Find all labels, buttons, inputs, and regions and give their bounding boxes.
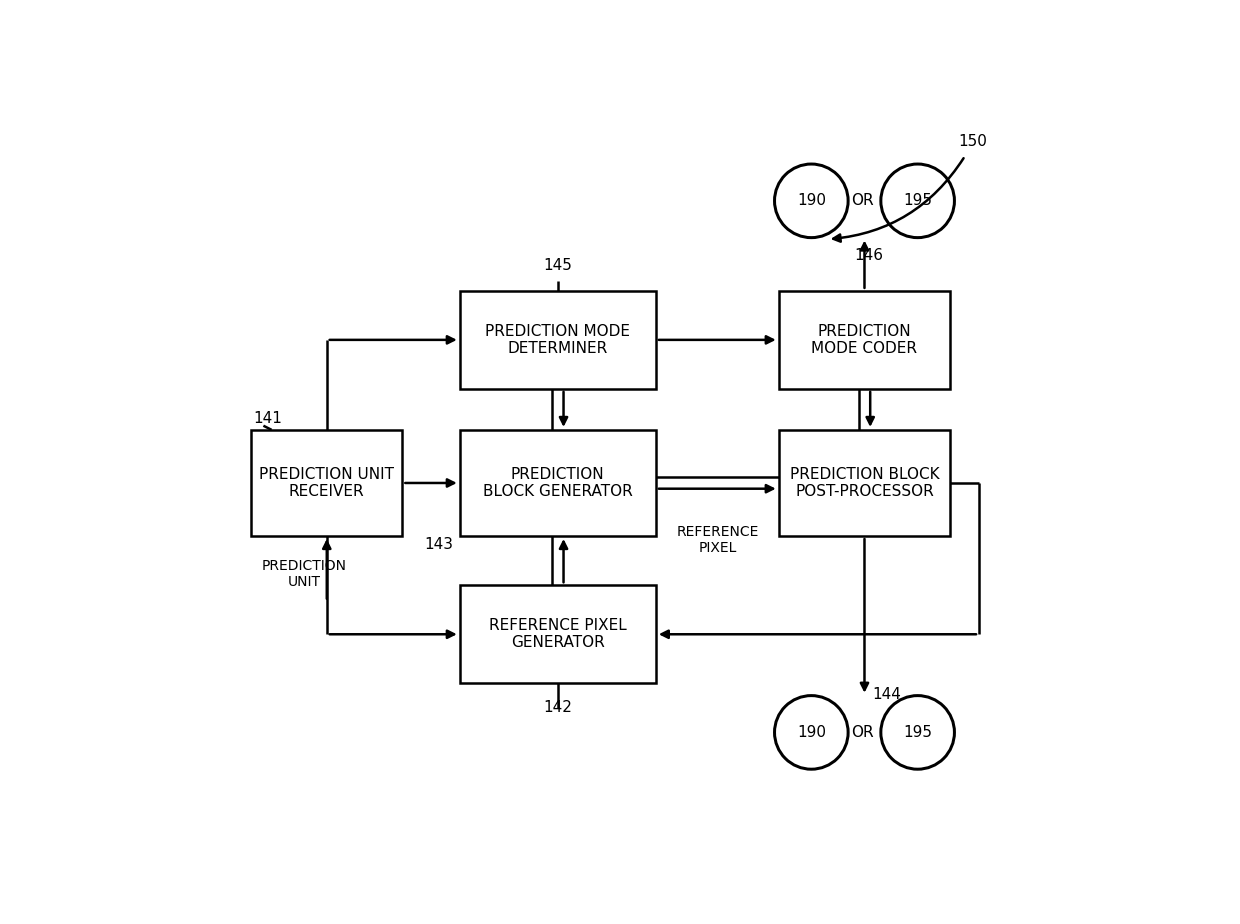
Text: 190: 190 bbox=[797, 193, 826, 208]
Bar bbox=[252, 430, 403, 536]
Bar bbox=[779, 430, 950, 536]
Text: OR: OR bbox=[851, 193, 873, 208]
Text: 150: 150 bbox=[959, 134, 987, 149]
Text: PREDICTION
UNIT: PREDICTION UNIT bbox=[262, 559, 347, 590]
Text: 195: 195 bbox=[903, 725, 932, 740]
Text: REFERENCE PIXEL
GENERATOR: REFERENCE PIXEL GENERATOR bbox=[489, 618, 626, 650]
Text: 142: 142 bbox=[543, 699, 572, 714]
Text: PREDICTION
BLOCK GENERATOR: PREDICTION BLOCK GENERATOR bbox=[482, 467, 632, 499]
Bar bbox=[460, 291, 656, 389]
Bar bbox=[460, 430, 656, 536]
Text: 145: 145 bbox=[543, 258, 572, 273]
Text: 190: 190 bbox=[797, 725, 826, 740]
Text: PREDICTION UNIT
RECEIVER: PREDICTION UNIT RECEIVER bbox=[259, 467, 394, 499]
Text: 146: 146 bbox=[854, 249, 883, 263]
Circle shape bbox=[880, 164, 955, 237]
Circle shape bbox=[775, 164, 848, 237]
Text: OR: OR bbox=[851, 725, 873, 740]
Text: REFERENCE
PIXEL: REFERENCE PIXEL bbox=[676, 525, 759, 555]
Circle shape bbox=[775, 696, 848, 769]
Text: 141: 141 bbox=[254, 411, 283, 426]
Text: PREDICTION BLOCK
POST-PROCESSOR: PREDICTION BLOCK POST-PROCESSOR bbox=[790, 467, 939, 499]
Text: 144: 144 bbox=[873, 687, 901, 702]
Text: 143: 143 bbox=[424, 537, 453, 552]
Bar bbox=[460, 585, 656, 684]
Bar bbox=[779, 291, 950, 389]
Text: PREDICTION MODE
DETERMINER: PREDICTION MODE DETERMINER bbox=[485, 323, 630, 356]
Text: 195: 195 bbox=[903, 193, 932, 208]
Circle shape bbox=[880, 696, 955, 769]
Text: PREDICTION
MODE CODER: PREDICTION MODE CODER bbox=[811, 323, 918, 356]
